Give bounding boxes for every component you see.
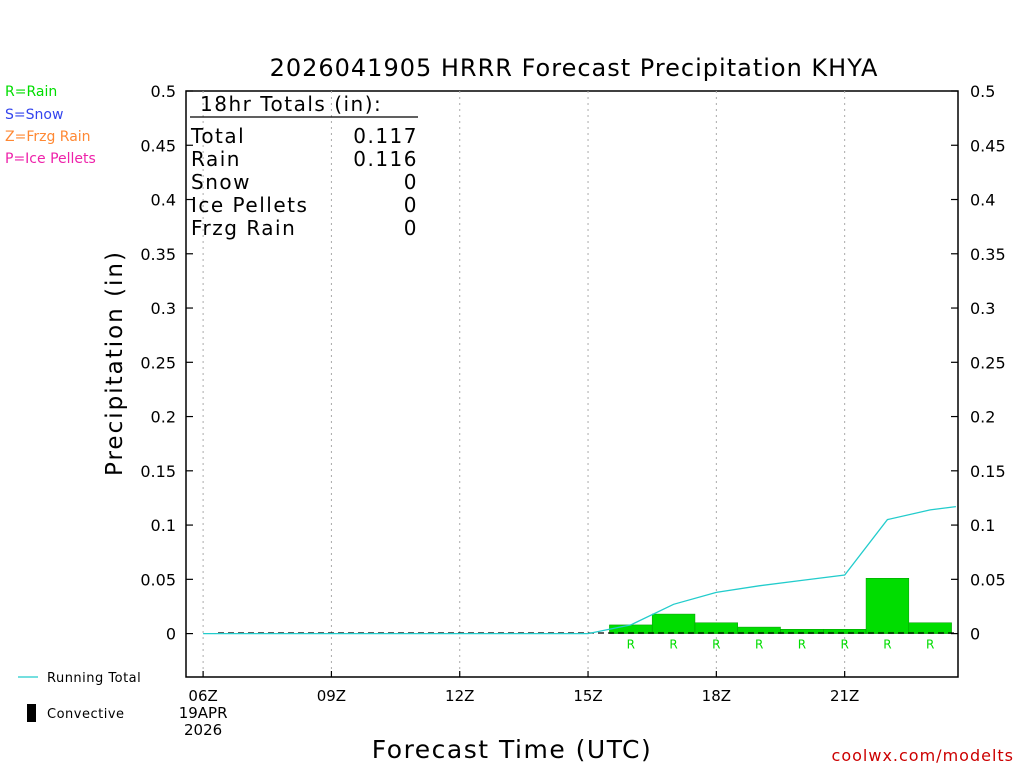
precip-type-label: R xyxy=(883,638,891,652)
legend-frzg-rain: Z=Frzg Rain xyxy=(5,129,91,145)
y-tick-label: 0.2 xyxy=(151,408,176,427)
x-axis-label: Forecast Time (UTC) xyxy=(372,735,652,764)
y-tick-label: 0.1 xyxy=(151,516,176,535)
legend-snow: S=Snow xyxy=(5,107,63,123)
x-tick-label: 12Z xyxy=(445,687,474,705)
totals-row-value: 0 xyxy=(404,170,418,194)
totals-row-label: Frzg Rain xyxy=(191,216,296,240)
y-tick-label-right: 0.1 xyxy=(970,516,995,535)
y-tick-label: 0.35 xyxy=(140,245,176,264)
y-axis-left: 0 0.05 0.1 0.15 0.2 0.25 0.3 0.35 0.4 0.45 0.5 xyxy=(140,82,193,644)
precip-bar xyxy=(609,624,653,634)
x-tick-label: 18Z xyxy=(702,687,731,705)
y-tick-label: 0 xyxy=(166,625,176,644)
y-tick-label-right: 0.4 xyxy=(970,191,995,210)
chart-title: 2026041905 HRRR Forecast Precipitation K… xyxy=(270,54,879,82)
precip-type-label: R xyxy=(840,638,848,652)
x-tick-label: 09Z xyxy=(317,687,346,705)
plot-frame xyxy=(185,90,959,678)
y-axis-label: Precipitation (in) xyxy=(102,250,128,476)
y-tick-label-right: 0.5 xyxy=(970,82,995,101)
x-tick-label: 15Z xyxy=(573,687,602,705)
x-tick-label: 21Z xyxy=(830,687,859,705)
precip-type-label: R xyxy=(669,638,677,652)
totals-header: 18hr Totals (in): xyxy=(200,92,382,116)
y-tick-label: 0.25 xyxy=(140,353,176,372)
precip-type-label: R xyxy=(798,638,806,652)
totals-row-label: Snow xyxy=(191,170,251,194)
y-tick-label-right: 0.3 xyxy=(970,299,995,318)
totals-row-value: 0 xyxy=(404,216,418,240)
precip-type-label: R xyxy=(712,638,720,652)
x-tick-sublabel: 19APR xyxy=(179,704,228,722)
precip-bars xyxy=(609,577,952,634)
y-tick-label-right: 0.05 xyxy=(970,570,1006,589)
y-tick-label-right: 0.25 xyxy=(970,353,1006,372)
totals-row-label: Total xyxy=(190,124,245,148)
totals-row-label: Rain xyxy=(191,147,241,171)
y-tick-label-right: 0.15 xyxy=(970,462,1006,481)
totals-row-label: Ice Pellets xyxy=(191,193,308,217)
y-tick-label: 0.3 xyxy=(151,299,176,318)
precip-type-label: R xyxy=(627,638,635,652)
credit-text: coolwx.com/modelts xyxy=(832,746,1014,765)
convective-legend-swatch xyxy=(27,704,36,722)
totals-row-value: 0 xyxy=(404,193,418,217)
y-axis-right: 0 0.05 0.1 0.15 0.2 0.25 0.3 0.35 0.4 0.45 0.5 xyxy=(951,82,1006,644)
y-tick-label: 0.15 xyxy=(140,462,176,481)
x-tick-sublabel: 2026 xyxy=(184,721,222,739)
y-tick-label-right: 0.2 xyxy=(970,408,995,427)
totals-box: 18hr Totals (in): Total 0.117 Rain 0.116… xyxy=(190,92,418,240)
y-tick-label: 0.45 xyxy=(140,136,176,155)
precip-type-label: R xyxy=(755,638,763,652)
y-tick-label-right: 0 xyxy=(970,625,980,644)
y-tick-label-right: 0.35 xyxy=(970,245,1006,264)
x-tick-label: 06Z xyxy=(188,687,217,705)
y-tick-label-right: 0.45 xyxy=(970,136,1006,155)
running-total-line xyxy=(203,505,956,635)
precip-bar xyxy=(865,577,910,634)
legend-ice-pellets: P=Ice Pellets xyxy=(5,151,96,167)
legend-running-total: Running Total xyxy=(47,671,141,686)
precip-bar xyxy=(651,613,696,634)
y-tick-label: 0.05 xyxy=(140,570,176,589)
precip-type-label: R xyxy=(926,638,934,652)
y-tick-label: 0.5 xyxy=(151,82,176,101)
precip-bar xyxy=(694,622,738,634)
legend-convective: Convective xyxy=(47,707,125,722)
precip-bar xyxy=(908,622,952,634)
legend-rain: R=Rain xyxy=(5,84,57,100)
y-tick-label: 0.4 xyxy=(151,191,176,210)
totals-row-value: 0.116 xyxy=(353,147,418,171)
totals-row-value: 0.117 xyxy=(353,124,418,148)
grid-lines xyxy=(202,91,846,677)
